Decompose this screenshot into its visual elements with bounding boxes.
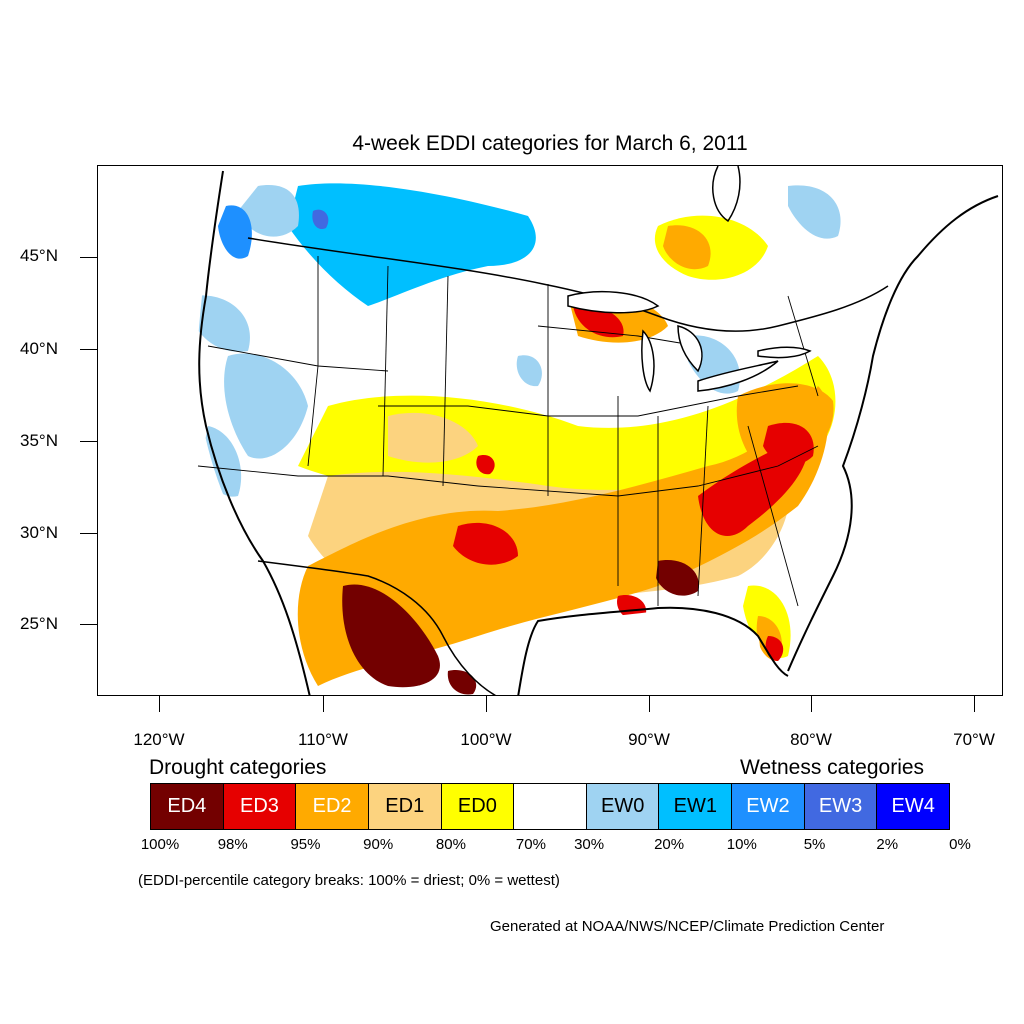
wet-region-new-england [788,185,841,239]
legend-color-bar: ED4 ED3 ED2 ED1 ED0 EW0 EW1 EW2 EW3 EW4 [150,783,950,830]
lon-tick-80w [811,696,812,712]
category-breaks-note: (EDDI-percentile category breaks: 100% =… [138,872,560,889]
mexico-border [257,560,497,695]
legend-swatch-ed0: ED0 [441,784,515,829]
legend-percentile-label: 5% [803,836,826,853]
wet-region-northern-plains [288,183,536,306]
atlantic-ocean [798,166,1002,695]
credit-line: Generated at NOAA/NWS/NCEP/Climate Predi… [490,918,885,935]
lon-tick-90w [649,696,650,712]
dry-region-ed3-texas [453,522,518,565]
lat-label-25n: 25°N [20,614,58,633]
lon-tick-120w [159,696,160,712]
lon-label-70w: 70°W [953,730,995,749]
drought-categories-heading: Drought categories [149,756,327,779]
lon-label-80w: 80°W [790,730,832,749]
lake-ontario [757,346,812,359]
legend-swatch-ed1: ED1 [368,784,442,829]
legend-swatch-ew3: EW3 [804,784,878,829]
lake-superior [567,290,660,314]
legend-swatch-ew2: EW2 [732,784,805,829]
lat-label-45n: 45°N [20,246,58,265]
lon-label-100w: 100°W [460,730,512,749]
gulf-coastline [517,606,789,695]
lon-tick-100w [486,696,487,712]
lat-label-35n: 35°N [20,431,58,450]
dry-region-ed1-plains [388,412,478,463]
legend-percentile-label: 98% [217,836,248,853]
legend-percentile-label: 90% [363,836,394,853]
map-title: 4-week EDDI categories for March 6, 2011 [352,132,748,155]
dry-region-ed3-oklahoma [476,455,495,475]
lat-tick-30n [80,533,97,534]
legend-percentile-label: 2% [876,836,899,853]
pacific-ocean [98,166,308,695]
dry-region-ed2-ontario [663,225,711,270]
legend-percentile-label: 70% [515,836,546,853]
lat-tick-40n [80,349,97,350]
lat-tick-25n [80,624,97,625]
legend-percentile-label: 80% [435,836,466,853]
lat-tick-35n [80,441,97,442]
lon-tick-110w [323,696,324,712]
lon-label-110w: 110°W [298,730,348,749]
legend-swatch-ew4: EW4 [877,784,950,829]
wet-region-northern-plains-edge [238,185,299,237]
lake-huron [677,325,703,373]
map-canvas [98,166,1002,695]
legend-percentile-label: 10% [726,836,757,853]
state-borders [197,256,819,607]
wet-region-minnesota [516,355,542,387]
east-coastline [787,195,999,672]
map-frame [97,165,1003,696]
dry-region-ed2-south [297,386,829,686]
dry-region-ed4-alabama [656,560,699,596]
lon-label-120w: 120°W [133,730,185,749]
wet-region-montana-deep [312,209,329,230]
legend-percentile-label: 100% [140,836,180,853]
legend-swatch-ew1: EW1 [659,784,733,829]
legend-percentile-label: 30% [574,836,605,853]
gulf-of-mexico [518,609,760,695]
legend-swatch-ed2: ED2 [296,784,369,829]
legend-swatch-ed4: ED4 [151,784,224,829]
legend-percentile-label: 20% [654,836,685,853]
lat-label-40n: 40°N [20,339,58,358]
legend-swatch-normal [514,784,587,829]
lake-erie [697,360,779,392]
legend-percentile-label: 0% [949,836,971,853]
wet-region-great-basin [224,353,308,459]
wet-region-washington [218,205,252,259]
west-coastline [198,170,311,695]
dry-region-ed4-mexico [342,584,440,688]
legend-percentile-label: 95% [290,836,321,853]
lat-tick-45n [80,257,97,258]
lake-michigan [641,329,655,393]
legend-swatch-ed3: ED3 [223,784,297,829]
wetness-categories-heading: Wetness categories [740,756,925,779]
hudson-bay-coast [712,166,741,223]
lon-label-90w: 90°W [628,730,670,749]
lon-tick-70w [974,696,975,712]
legend-swatch-ew0: EW0 [586,784,660,829]
dry-region-ed4-texas-south [447,670,477,695]
wet-region-oregon [190,295,250,352]
lat-label-30n: 30°N [20,523,58,542]
